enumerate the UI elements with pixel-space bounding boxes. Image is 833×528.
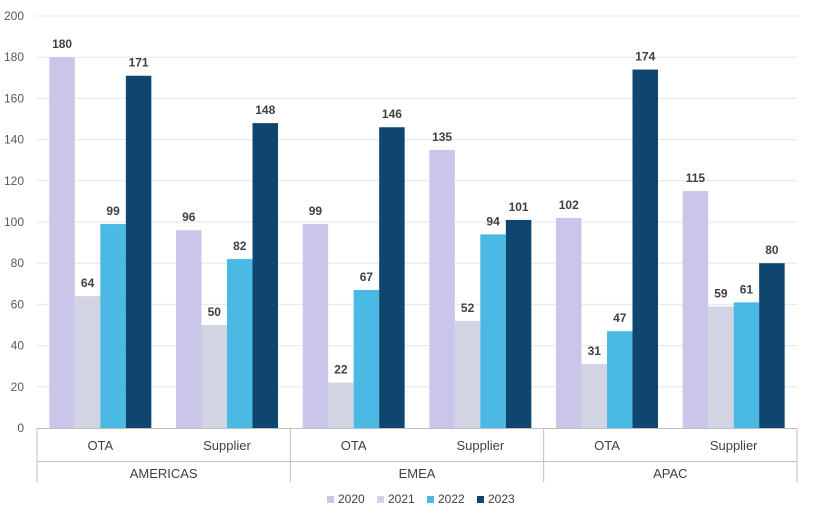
y-tick-label: 180 xyxy=(4,50,24,64)
x-category-label: OTA xyxy=(341,438,367,453)
data-label: 50 xyxy=(208,305,222,319)
x-category-label: Supplier xyxy=(456,438,504,453)
data-label: 102 xyxy=(559,198,579,212)
data-label: 180 xyxy=(52,37,72,51)
x-group-label: EMEA xyxy=(399,466,436,481)
bar-2020 xyxy=(302,224,329,428)
data-label: 171 xyxy=(129,56,149,70)
legend-swatch-2021 xyxy=(377,496,384,503)
y-tick-label: 100 xyxy=(4,215,24,229)
y-tick-label: 80 xyxy=(11,256,25,270)
legend-swatch-2023 xyxy=(477,496,484,503)
data-label: 96 xyxy=(182,210,196,224)
bar-2021 xyxy=(454,320,481,428)
bar-2021 xyxy=(328,382,354,428)
bar-2021 xyxy=(708,306,734,428)
x-category-label: OTA xyxy=(87,438,113,453)
y-tick-label: 160 xyxy=(4,91,24,105)
bar-2021 xyxy=(74,296,101,428)
legend-label: 2020 xyxy=(338,492,365,506)
y-tick-label: 200 xyxy=(4,9,24,23)
x-axis: OTA Supplier OTA Supplier OTA Supplier AMERICA… xyxy=(36,428,798,482)
data-label: 99 xyxy=(106,204,120,218)
bar-2022 xyxy=(227,259,253,428)
data-label: 115 xyxy=(686,171,706,185)
x-category-label: Supplier xyxy=(203,438,251,453)
data-label: 174 xyxy=(635,50,655,64)
bars xyxy=(49,57,785,429)
data-labels: 180 64 99 171 96 50 82 148 99 22 67 146 135 52 94 101 10… xyxy=(52,37,779,376)
bar-2023 xyxy=(505,219,532,428)
data-label: 52 xyxy=(461,301,475,315)
bar-2023 xyxy=(125,75,152,429)
legend-label: 2023 xyxy=(488,492,515,506)
y-tick-label: 60 xyxy=(11,297,25,311)
data-label: 47 xyxy=(613,311,627,325)
bar-2020 xyxy=(176,230,202,428)
data-label: 146 xyxy=(382,107,402,121)
y-tick-label: 120 xyxy=(4,174,24,188)
legend-swatch-2020 xyxy=(327,496,334,503)
data-label: 148 xyxy=(255,103,275,117)
legend-swatch-2022 xyxy=(427,496,434,503)
data-label: 99 xyxy=(309,204,323,218)
x-category-label: Supplier xyxy=(710,438,758,453)
bar-2023 xyxy=(759,263,785,428)
gridlines xyxy=(37,15,797,388)
bar-2022 xyxy=(733,302,760,428)
legend: 2020 2021 2022 2023 xyxy=(327,492,515,506)
legend-label: 2021 xyxy=(388,492,415,506)
data-label: 80 xyxy=(765,243,779,257)
y-tick-label: 0 xyxy=(17,421,24,435)
bar-2022 xyxy=(480,234,506,428)
bar-2022 xyxy=(607,331,633,428)
data-label: 82 xyxy=(233,239,247,253)
data-label: 135 xyxy=(432,130,452,144)
bar-2020 xyxy=(682,191,709,428)
x-category-label: OTA xyxy=(594,438,620,453)
bar-2022 xyxy=(100,224,126,428)
bar-2020 xyxy=(429,149,455,428)
y-tick-label: 140 xyxy=(4,133,24,147)
bar-2021 xyxy=(581,364,607,428)
data-label: 31 xyxy=(588,344,602,358)
x-group-label: APAC xyxy=(653,466,687,481)
y-axis: 0 20 40 60 80 100 120 140 160 180 200 xyxy=(4,9,24,435)
bar-2020 xyxy=(556,217,582,428)
data-label: 67 xyxy=(360,270,374,284)
data-label: 64 xyxy=(81,276,95,290)
data-label: 22 xyxy=(334,363,348,377)
bar-2023 xyxy=(379,127,405,429)
y-tick-label: 40 xyxy=(11,339,25,353)
bar-2023 xyxy=(252,123,278,429)
bar-2020 xyxy=(49,57,75,428)
data-label: 61 xyxy=(740,282,754,296)
data-label: 59 xyxy=(714,286,728,300)
y-tick-label: 20 xyxy=(11,380,25,394)
bar-2022 xyxy=(353,289,380,428)
x-group-label: AMERICAS xyxy=(130,466,198,481)
bar-2021 xyxy=(201,325,227,428)
bar-2023 xyxy=(632,69,658,428)
data-label: 101 xyxy=(509,200,529,214)
legend-label: 2022 xyxy=(438,492,465,506)
data-label: 94 xyxy=(486,214,500,228)
